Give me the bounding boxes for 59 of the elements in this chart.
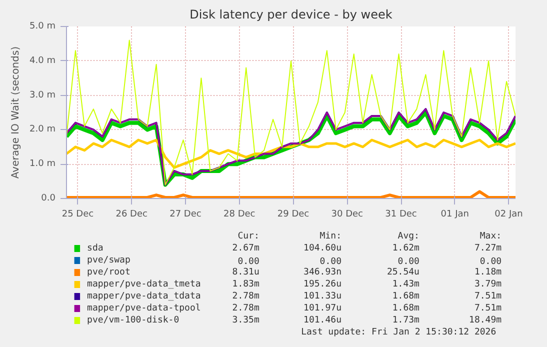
- legend-label: mapper/pve-data_tdata: [87, 292, 201, 302]
- y-tick-label: 4.0 m: [30, 56, 56, 66]
- x-tick-label: 30 Dec: [331, 210, 364, 220]
- y-tick-label: 5.0 m: [30, 22, 56, 32]
- legend-label: mapper/pve-data-tpool: [87, 304, 201, 314]
- x-tick-label: 31 Dec: [385, 210, 417, 220]
- text: 101.33u: [304, 292, 342, 302]
- text: 1.62m: [392, 244, 420, 254]
- text: 101.46u: [304, 316, 342, 326]
- text: 1.68m: [392, 304, 420, 314]
- text: Cur:: [238, 232, 260, 242]
- text: 3.79m: [474, 280, 502, 290]
- legend-label: sda: [87, 244, 104, 254]
- x-tick-label: 02 Jan: [494, 210, 523, 220]
- y-tick-label: 3.0 m: [30, 90, 56, 100]
- text: Avg:: [398, 232, 420, 242]
- chart-title: Disk latency per device - by week: [190, 8, 392, 22]
- text: 0.00: [320, 257, 342, 267]
- line-series: [66, 40, 516, 186]
- text: 101.97u: [304, 304, 342, 314]
- text: 1.73m: [392, 316, 420, 326]
- text: 18.49m: [469, 316, 502, 326]
- text: 2.67m: [232, 244, 260, 254]
- legend-label: pve/swap: [87, 256, 130, 266]
- x-tick-label: 25 Dec: [62, 210, 94, 220]
- y-tick-label: 2.0 m: [30, 124, 56, 135]
- x-tick-label: 01 Jan: [440, 210, 469, 220]
- text: 7.51m: [474, 304, 502, 314]
- legend-label: pve/vm-100-disk-0: [87, 316, 180, 326]
- text: 2.78m: [232, 304, 260, 314]
- text: 1.43m: [392, 280, 420, 290]
- y-tick-label: 1.0 m: [30, 159, 56, 170]
- text: 25.54u: [386, 268, 420, 278]
- y-axis-title: Average IO Wait (seconds): [10, 46, 22, 179]
- text: 0.00: [238, 257, 260, 267]
- text: 1.18m: [474, 268, 502, 278]
- text: 0.00: [398, 257, 420, 267]
- text: 7.51m: [474, 292, 502, 302]
- text: 0.00: [480, 257, 502, 267]
- text: Last update: Fri Jan 2 15:30:12 2026: [301, 328, 496, 338]
- text: 195.26u: [304, 280, 342, 290]
- legend-label: pve/root: [87, 268, 130, 278]
- text: 8.31u: [232, 268, 260, 278]
- text: 3.35m: [232, 316, 260, 326]
- x-tick-label: 28 Dec: [224, 210, 256, 220]
- text: 1.83m: [232, 280, 260, 290]
- text: 104.60u: [304, 244, 342, 254]
- legend-label: mapper/pve-data_tmeta: [87, 280, 201, 290]
- text: Max:: [480, 232, 502, 242]
- x-tick-label: 27 Dec: [170, 210, 202, 220]
- text: 346.93n: [304, 268, 342, 278]
- line-series: [66, 138, 516, 169]
- x-tick-label: 29 Dec: [277, 210, 310, 220]
- y-tick-label: 0.0: [41, 194, 56, 204]
- text: 7.27m: [474, 244, 502, 254]
- x-tick-label: 26 Dec: [116, 210, 148, 220]
- text: 1.68m: [392, 292, 420, 302]
- text: 2.78m: [232, 292, 260, 302]
- text: Min:: [320, 232, 342, 242]
